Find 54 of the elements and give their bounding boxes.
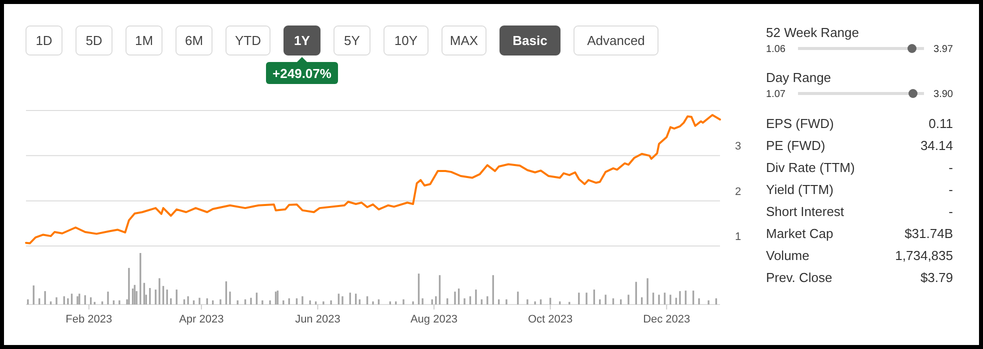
category-label: Short Interest — [766, 204, 844, 219]
category-label: Prev. Close — [766, 270, 832, 285]
category-label: Volume — [766, 248, 810, 263]
range-button: YTD — [226, 26, 270, 56]
text: - — [948, 182, 953, 197]
range-button: 1D — [26, 26, 62, 56]
range-button: 10Y — [384, 26, 428, 56]
category-label: Div Rate (TTM) — [766, 160, 855, 175]
range-button: 6M — [176, 26, 212, 56]
category-label: 1M — [134, 33, 154, 48]
category-label: Market Cap — [766, 226, 834, 241]
category-label: 1Y — [294, 33, 310, 48]
text: 1.06 — [766, 44, 786, 55]
category-label: 1D — [36, 33, 52, 48]
text: 1,734,835 — [895, 248, 953, 263]
text: 1.07 — [766, 89, 786, 100]
category-label: Day Range — [766, 70, 832, 85]
text: $31.74B — [904, 226, 953, 241]
category-label: Yield (TTM) — [766, 182, 834, 197]
range-button: 5D — [76, 26, 112, 56]
text: 34.14 — [920, 138, 953, 153]
x-tick-label: Feb 2023 — [66, 314, 112, 326]
text: 3.90 — [934, 89, 953, 100]
x-tick-label: Aug 2023 — [410, 314, 458, 326]
text: 3.97 — [934, 44, 953, 55]
text: 0.11 — [928, 116, 953, 131]
category-label: 6M — [184, 33, 204, 48]
category-label: 5D — [86, 33, 102, 48]
x-tick-label: Jun 2023 — [295, 314, 340, 326]
range-button: Advanced — [574, 26, 658, 56]
x-tick-label: Apr 2023 — [179, 314, 224, 326]
category-label: YTD — [235, 33, 261, 48]
text: +249.07% — [272, 66, 332, 81]
text: - — [948, 204, 953, 219]
y-tick-label: 3 — [734, 140, 742, 153]
category-label: 52 Week Range — [766, 25, 859, 40]
category-label: PE (FWD) — [766, 138, 826, 153]
category-label: 10Y — [394, 33, 418, 48]
text: $3.79 — [920, 270, 953, 285]
x-tick-label: Dec 2023 — [643, 314, 690, 326]
x-tick-label: Oct 2023 — [528, 314, 573, 326]
category-label: Advanced — [587, 33, 645, 48]
category-label: 5Y — [344, 33, 360, 48]
text: - — [948, 160, 953, 175]
y-tick-label: 1 — [734, 231, 742, 243]
category-label: Basic — [512, 33, 548, 48]
range-button: 1M — [126, 26, 162, 56]
category-label: MAX — [450, 33, 478, 48]
range-button: MAX — [442, 26, 486, 56]
range-button: 1Y — [284, 26, 320, 56]
range-button: Basic — [500, 26, 560, 56]
range-button: 5Y — [334, 26, 370, 56]
category-label: EPS (FWD) — [766, 116, 834, 131]
y-tick-label: 2 — [734, 186, 742, 198]
